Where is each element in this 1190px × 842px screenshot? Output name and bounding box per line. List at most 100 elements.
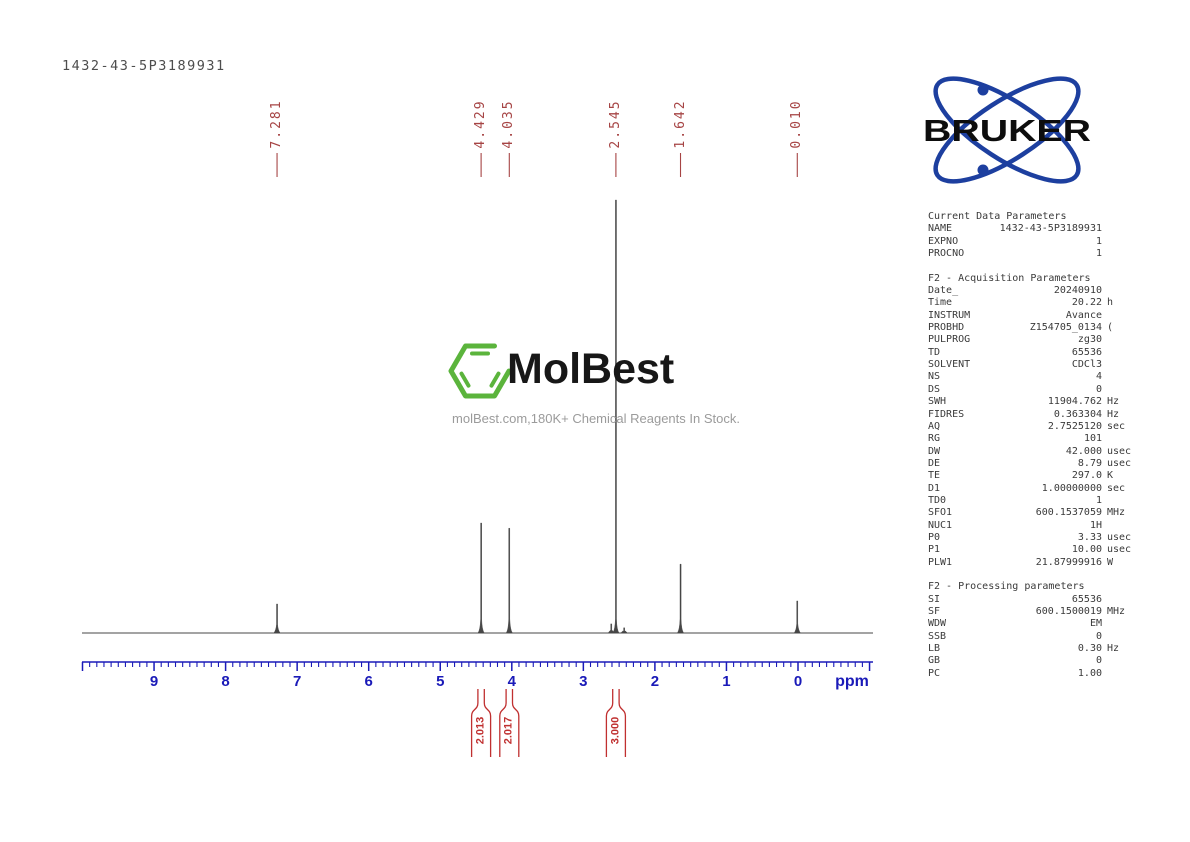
param-unit: Hz <box>1107 408 1120 420</box>
param-name: D1 <box>928 482 941 494</box>
param-unit: ( <box>1107 322 1114 334</box>
param-name: SOLVENT <box>928 359 971 371</box>
param-unit: h <box>1107 297 1114 309</box>
param-value: 10.00 <box>1071 544 1102 556</box>
param-value: 4 <box>1095 371 1102 383</box>
param-name: PLW1 <box>928 556 953 568</box>
param-row: DW 42.000 usec <box>928 446 1136 458</box>
param-name: PULPROG <box>928 334 971 346</box>
param-name: PC <box>928 667 941 679</box>
param-unit <box>1102 631 1136 643</box>
params-section-heading: F2 - Processing parameters <box>928 581 1085 593</box>
watermark-tagline: molBest.com,180K+ Chemical Reagents In S… <box>452 411 740 426</box>
param-value: 1 <box>1095 248 1102 260</box>
peak-shift-label: 1.642 <box>672 99 688 149</box>
bruker-atom-icon <box>933 76 1081 184</box>
param-value: 11904.762 <box>1047 396 1102 408</box>
parameters-panel: Current Data Parameters NAME 1432-43-5P318… <box>928 211 1136 680</box>
param-value: 65536 <box>1071 593 1102 605</box>
param-row: PROCNO 1 <box>928 248 1136 260</box>
param-row: SFO1 600.1537059 MHz <box>928 507 1136 519</box>
param-row: WDW EM <box>928 618 1136 630</box>
integral-brackets <box>470 689 627 757</box>
param-value: 297.0 <box>1071 470 1102 482</box>
param-name: EXPNO <box>928 235 959 247</box>
param-unit: MHz <box>1107 606 1126 617</box>
param-name: RG <box>928 433 941 445</box>
param-row: PLW1 21.87999916 W <box>928 557 1136 569</box>
param-name: NAME <box>928 223 953 235</box>
param-unit <box>1102 384 1136 396</box>
params-section-gap <box>928 569 1136 581</box>
param-unit <box>1102 594 1136 606</box>
param-value: 2.7525120 <box>1047 420 1102 432</box>
x-axis-tick-label: 5 <box>436 673 445 690</box>
param-name: PROCNO <box>928 248 965 260</box>
param-value: EM <box>1089 618 1102 630</box>
peak-shift-label: 4.035 <box>501 99 517 149</box>
param-row: AQ 2.7525120 sec <box>928 421 1136 433</box>
param-value: 20240910 <box>1053 285 1102 297</box>
param-row: PROBHD Z154705_0134 ( <box>928 322 1136 334</box>
params-section-heading: F2 - Acquisition Parameters <box>928 272 1091 284</box>
param-row: FIDRES 0.363304 Hz <box>928 409 1136 421</box>
param-unit <box>1102 520 1136 532</box>
param-row: RG 101 <box>928 433 1136 445</box>
param-row: TD0 1 <box>928 495 1136 507</box>
param-unit <box>1102 371 1136 383</box>
param-name: P0 <box>928 531 941 543</box>
param-row: LB 0.30 Hz <box>928 643 1136 655</box>
param-row: TD 65536 <box>928 347 1136 359</box>
param-value: 0 <box>1095 383 1102 395</box>
param-value: 21.87999916 <box>1035 556 1102 568</box>
param-unit <box>1102 668 1136 680</box>
param-row: SOLVENT CDCl3 <box>928 359 1136 371</box>
param-value: 3.33 <box>1077 531 1102 543</box>
peak-shift-label: 4.429 <box>473 99 489 149</box>
param-unit <box>1102 334 1136 346</box>
param-unit: MHz <box>1107 507 1126 519</box>
param-value: 1 <box>1095 494 1102 506</box>
param-row: PULPROG zg30 <box>928 334 1136 346</box>
x-axis-tick-label: 2 <box>650 673 660 690</box>
nmr-trace <box>82 199 873 634</box>
param-unit <box>1102 618 1136 630</box>
param-value: 8.79 <box>1077 457 1102 469</box>
params-section-gap <box>928 260 1136 272</box>
param-row: SWH 11904.762 Hz <box>928 396 1136 408</box>
integral-value-label: 3.000 <box>609 716 622 745</box>
param-value: 600.1500019 <box>1035 606 1102 617</box>
param-unit <box>1102 433 1136 445</box>
x-axis-tick-label: 4 <box>507 673 516 690</box>
x-axis-tick-label: 0 <box>793 673 803 690</box>
param-name: SWH <box>928 396 947 408</box>
param-row: DS 0 <box>928 384 1136 396</box>
param-name: TD0 <box>928 494 947 506</box>
params-section-heading: Current Data Parameters <box>928 211 1067 222</box>
param-unit <box>1102 347 1136 359</box>
param-unit: K <box>1107 470 1114 482</box>
param-name: WDW <box>928 618 947 630</box>
param-unit: usec <box>1107 457 1132 469</box>
param-value: 1H <box>1089 519 1102 531</box>
param-row: Time 20.22 h <box>928 297 1136 309</box>
param-row: NUC1 1H <box>928 520 1136 532</box>
param-row: P0 3.33 usec <box>928 532 1136 544</box>
param-name: SI <box>928 593 941 605</box>
param-row: SF 600.1500019 MHz <box>928 606 1136 618</box>
param-value: 0 <box>1095 630 1102 642</box>
param-row: EXPNO 1 <box>928 236 1136 248</box>
param-name: FIDRES <box>928 408 965 420</box>
param-unit: Hz <box>1107 396 1120 408</box>
param-unit <box>1102 495 1136 507</box>
sample-id-title: 1432-43-5P3189931 <box>62 58 226 74</box>
param-value: 1.00000000 <box>1041 482 1102 494</box>
param-row: SSB 0 <box>928 631 1136 643</box>
param-row: GB 0 <box>928 655 1136 667</box>
param-unit: sec <box>1107 482 1126 494</box>
x-axis-tick-label: 3 <box>579 673 588 690</box>
bruker-logo: BRUKER <box>923 76 1091 184</box>
param-row: NS 4 <box>928 371 1136 383</box>
param-row: PC 1.00 <box>928 668 1136 680</box>
